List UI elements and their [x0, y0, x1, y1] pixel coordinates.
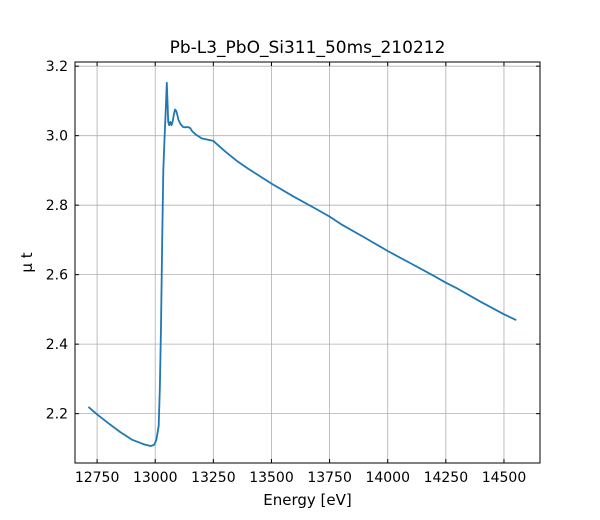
- series-line: [88, 81, 517, 447]
- y-tick-label: 2.6: [46, 268, 68, 284]
- y-tick-label: 2.4: [46, 337, 68, 353]
- ticks: 12750 13000 13250 13500 13750 14000 14250 14500…: [46, 59, 540, 486]
- x-tick-label: 13750: [307, 470, 352, 486]
- x-tick-label: 14000: [365, 470, 410, 486]
- x-tick-label: 12750: [75, 470, 120, 486]
- grid: [75, 62, 540, 463]
- y-tick-label: 2.8: [46, 198, 68, 214]
- x-tick-label: 13000: [133, 470, 178, 486]
- y-tick-label: 2.2: [46, 407, 68, 423]
- x-tick-label: 14250: [424, 470, 469, 486]
- series-layer: [88, 81, 517, 447]
- y-tick-label: 3.0: [46, 129, 68, 145]
- x-tick-label: 13250: [191, 470, 236, 486]
- plot-frame: [74, 61, 541, 464]
- chart-title: Pb-L3_PbO_Si311_50ms_210212: [170, 38, 446, 58]
- x-tick-label: 14500: [482, 470, 527, 486]
- x-axis-label: Energy [eV]: [263, 491, 351, 509]
- y-axis-label: μ t: [18, 252, 36, 272]
- y-tick-label: 3.2: [46, 59, 68, 75]
- x-tick-label: 13500: [249, 470, 294, 486]
